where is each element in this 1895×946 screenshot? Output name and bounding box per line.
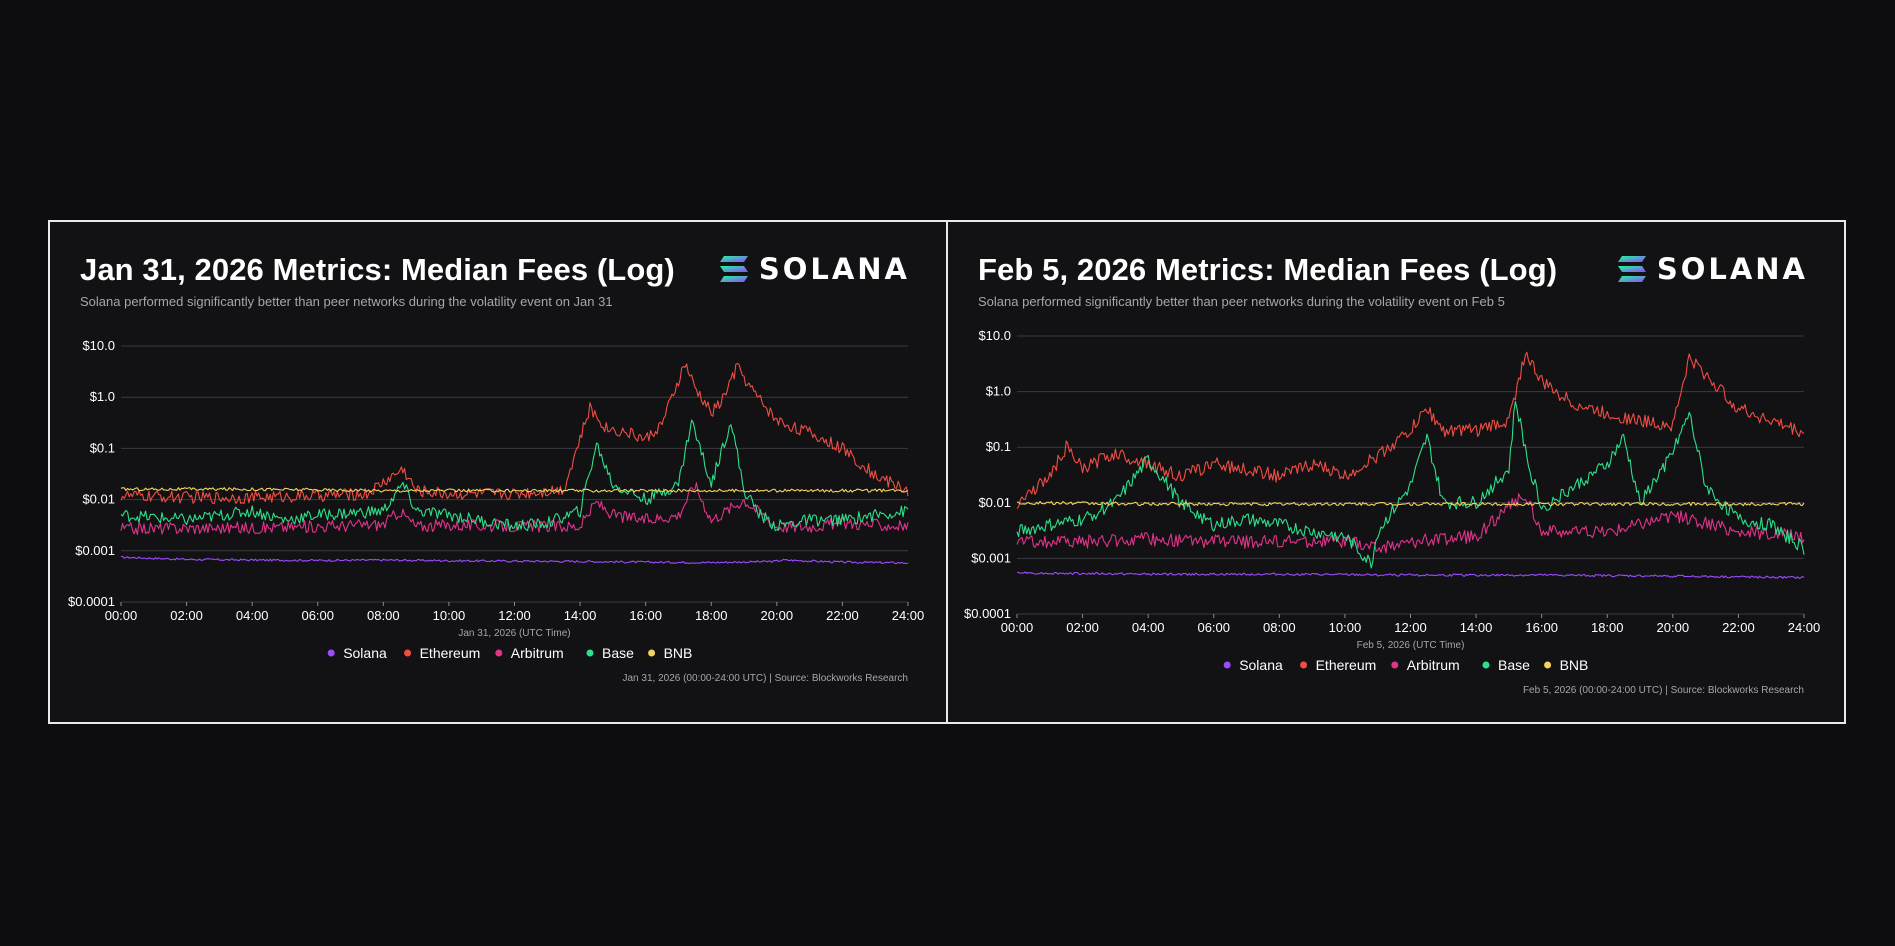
legend-marker [404, 649, 412, 657]
legend-label: BNB [664, 645, 693, 661]
chart-panel-feb5: Feb 5, 2026 Metrics: Median Fees (Log) S… [946, 222, 1844, 722]
x-tick-label: 16:00 [1525, 620, 1558, 635]
x-axis-label: Jan 31, 2026 (UTC Time) [458, 628, 570, 639]
y-tick-label: $10.0 [82, 338, 115, 353]
legend-marker [1391, 661, 1399, 669]
chart-title: Jan 31, 2026 Metrics: Median Fees (Log) [80, 252, 675, 287]
x-tick-label: 18:00 [1591, 620, 1624, 635]
series-line-solana [1016, 571, 1805, 579]
solana-wordmark: SOLANA [758, 252, 910, 286]
x-tick-label: 06:00 [1197, 620, 1230, 635]
dashboard-frame: Jan 31, 2026 Metrics: Median Fees (Log) … [48, 220, 1846, 724]
solana-mark-icon [1617, 256, 1646, 282]
line-chart: $0.0001 $0.001 $0.01 $0.1 $1.0 $10.0 00:00 02:0… [68, 338, 925, 684]
solana-mark-icon [719, 256, 748, 282]
x-tick-label: 20:00 [1657, 620, 1690, 635]
y-tick-label: $0.01 [978, 495, 1011, 510]
series-line-base [120, 419, 909, 532]
series-line-bnb [1016, 500, 1805, 507]
legend-item-bnb[interactable]: BNB [1544, 657, 1588, 673]
y-tick-label: $0.001 [971, 550, 1011, 565]
chart-subtitle: Solana performed significantly better th… [80, 294, 613, 309]
solana-logo: SOLANA [719, 252, 910, 286]
legend-marker [1544, 661, 1552, 669]
x-tick-label: 06:00 [301, 608, 334, 623]
x-tick-label: 00:00 [1001, 620, 1034, 635]
x-axis-label: Feb 5, 2026 (UTC Time) [1357, 640, 1465, 651]
y-tick-label: $10.0 [978, 328, 1011, 343]
x-tick-label: 18:00 [695, 608, 728, 623]
legend-label: Base [602, 645, 634, 661]
solana-logo: SOLANA [1617, 252, 1808, 286]
legend-label: Arbitrum [511, 645, 564, 661]
legend-item-base[interactable]: Base [1482, 657, 1531, 673]
legend-item-base[interactable]: Base [586, 645, 635, 661]
series-line-bnb [120, 487, 909, 493]
legend-marker [495, 649, 503, 657]
legend-label: Base [1498, 657, 1530, 673]
legend-marker [1300, 661, 1308, 669]
x-tick-label: 04:00 [236, 608, 269, 623]
y-tick-label: $0.01 [82, 492, 115, 507]
legend-label: Ethereum [420, 645, 481, 661]
series-line-solana [121, 555, 909, 565]
line-chart: $0.0001 $0.001 $0.01 $0.1 $1.0 $10.0 00:00 02:0… [964, 328, 1821, 696]
x-tick-label: 02:00 [1066, 620, 1099, 635]
legend-item-arbitrum[interactable]: Arbitrum [1391, 657, 1460, 673]
legend-marker [327, 649, 335, 657]
y-tick-label: $0.1 [90, 440, 115, 455]
x-tick-label: 22:00 [1722, 620, 1755, 635]
x-tick-label: 12:00 [498, 608, 531, 623]
series-line-ethereum [120, 362, 909, 505]
y-tick-label: $0.1 [986, 439, 1011, 454]
chart-title: Feb 5, 2026 Metrics: Median Fees (Log) [978, 252, 1558, 287]
legend-item-solana[interactable]: Solana [1223, 657, 1283, 673]
legend-marker [1223, 661, 1231, 669]
y-tick-label: $1.0 [986, 384, 1011, 399]
y-tick-label: $1.0 [90, 389, 115, 404]
legend-label: Solana [343, 645, 387, 661]
legend-label: BNB [1560, 657, 1589, 673]
solana-wordmark: SOLANA [1656, 252, 1808, 286]
legend-item-bnb[interactable]: BNB [648, 645, 692, 661]
x-tick-label: 08:00 [1263, 620, 1296, 635]
legend-item-solana[interactable]: Solana [327, 645, 387, 661]
x-tick-label: 10:00 [433, 608, 466, 623]
x-tick-label: 04:00 [1132, 620, 1165, 635]
series-line-ethereum [1016, 351, 1805, 509]
x-tick-label: 14:00 [1460, 620, 1493, 635]
y-tick-label: $0.001 [75, 543, 115, 558]
x-tick-label: 02:00 [170, 608, 203, 623]
x-tick-label: 24:00 [892, 608, 925, 623]
legend-marker [648, 649, 656, 657]
series-line-arbitrum [1016, 493, 1805, 554]
x-tick-label: 08:00 [367, 608, 400, 623]
legend-label: Solana [1239, 657, 1283, 673]
x-tick-label: 14:00 [564, 608, 597, 623]
series-line-arbitrum [120, 482, 909, 535]
y-tick-label: $0.0001 [68, 594, 115, 609]
chart-panel-jan31: Jan 31, 2026 Metrics: Median Fees (Log) … [50, 222, 946, 722]
y-tick-label: $0.0001 [964, 606, 1011, 621]
legend-item-arbitrum[interactable]: Arbitrum [495, 645, 564, 661]
x-tick-label: 12:00 [1394, 620, 1427, 635]
x-tick-label: 10:00 [1329, 620, 1362, 635]
x-tick-label: 22:00 [826, 608, 859, 623]
source-note: Jan 31, 2026 (00:00-24:00 UTC) | Source:… [622, 673, 908, 684]
legend-item-ethereum[interactable]: Ethereum [404, 645, 480, 661]
legend-label: Arbitrum [1407, 657, 1460, 673]
legend-marker [586, 649, 594, 657]
legend-marker [1482, 661, 1490, 669]
x-tick-label: 20:00 [761, 608, 794, 623]
x-tick-label: 24:00 [1788, 620, 1821, 635]
series-line-base [1016, 401, 1805, 569]
chart-subtitle: Solana performed significantly better th… [978, 294, 1505, 309]
x-tick-label: 16:00 [629, 608, 662, 623]
source-note: Feb 5, 2026 (00:00-24:00 UTC) | Source: … [1523, 685, 1804, 696]
legend-label: Ethereum [1316, 657, 1377, 673]
x-tick-label: 00:00 [105, 608, 138, 623]
legend-item-ethereum[interactable]: Ethereum [1300, 657, 1376, 673]
